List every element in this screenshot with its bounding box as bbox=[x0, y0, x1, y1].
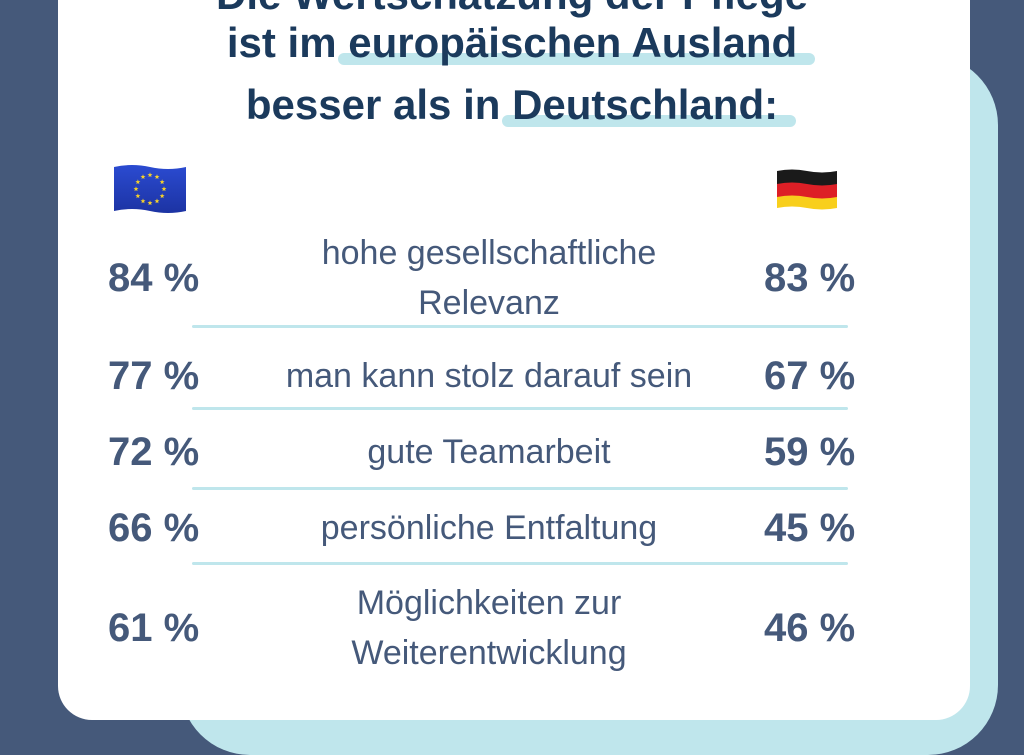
eu-star bbox=[159, 193, 165, 199]
row-label-line: Weiterentwicklung bbox=[351, 634, 627, 672]
row-label-line: Relevanz bbox=[418, 284, 560, 322]
germany-percentage: 67 % bbox=[764, 354, 856, 398]
row-label-line: man kann stolz darauf sein bbox=[285, 357, 693, 395]
eu-star bbox=[140, 198, 146, 204]
row-divider bbox=[192, 487, 848, 490]
row-label-line: gute Teamarbeit bbox=[367, 433, 611, 471]
row-label: Möglichkeiten zur Weiterentwicklung bbox=[230, 578, 748, 678]
eu-star bbox=[135, 193, 141, 199]
row-label: gute Teamarbeit bbox=[230, 427, 748, 477]
germany-percentage: 59 % bbox=[764, 430, 856, 474]
eu-star bbox=[154, 198, 160, 204]
row-divider bbox=[192, 407, 848, 410]
title-line-3-text: besser als in bbox=[245, 81, 513, 128]
row-label: persönliche Entfaltung bbox=[230, 503, 748, 553]
title-line-3: besser als in Deutschland: bbox=[0, 80, 1024, 130]
eu-percentage: 72 % bbox=[108, 430, 200, 474]
row-label-line: Möglichkeiten zur bbox=[356, 584, 622, 622]
eu-star bbox=[159, 179, 165, 185]
eu-star bbox=[135, 179, 141, 185]
row-label-line: persönliche Entfaltung bbox=[320, 509, 658, 547]
eu-star bbox=[147, 172, 153, 178]
row-divider bbox=[192, 562, 848, 565]
eu-star bbox=[133, 186, 139, 192]
eu-star bbox=[154, 174, 160, 179]
eu-percentage: 61 % bbox=[108, 606, 200, 650]
eu-star bbox=[161, 186, 167, 192]
title-highlight-europe: europäischen Ausland bbox=[338, 19, 815, 66]
row-divider bbox=[192, 325, 848, 328]
title-line-2: ist im europäischen Ausland bbox=[0, 18, 1024, 68]
germany-percentage: 46 % bbox=[764, 606, 856, 650]
row-label: man kann stolz darauf sein bbox=[230, 351, 748, 401]
eu-percentage: 66 % bbox=[108, 506, 200, 550]
row-label-line: hohe gesellschaftliche bbox=[321, 234, 657, 272]
eu-percentage: 77 % bbox=[108, 354, 200, 398]
germany-flag-icon bbox=[777, 169, 837, 210]
germany-percentage: 45 % bbox=[764, 506, 856, 550]
eu-star bbox=[147, 200, 153, 206]
germany-percentage: 83 % bbox=[764, 256, 856, 300]
eu-star bbox=[140, 174, 146, 179]
title-highlight-germany: Deutschland: bbox=[502, 81, 797, 128]
title-line-2-text: ist im bbox=[226, 19, 349, 66]
title-line-1: Die Wertschätzung der Pflege bbox=[0, 0, 1024, 20]
row-label: hohe gesellschaftliche Relevanz bbox=[230, 228, 748, 328]
eu-percentage: 84 % bbox=[108, 256, 200, 300]
eu-flag-icon bbox=[114, 165, 186, 213]
